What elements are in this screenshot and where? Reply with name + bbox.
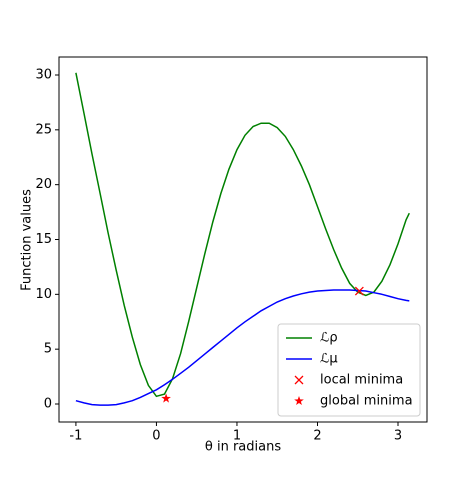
y-tick-label: 0 (44, 397, 52, 412)
legend-label: ℒρ (320, 331, 338, 346)
marker-x (354, 286, 364, 296)
x-tick-label: 0 (152, 429, 160, 444)
legend-swatch (294, 375, 304, 385)
x-tick-label: 3 (394, 429, 402, 444)
x-tick-label: 2 (313, 429, 321, 444)
legend-label: ℒμ (320, 352, 338, 367)
plot-frame (58, 56, 428, 423)
y-tick-label: 20 (35, 177, 52, 192)
y-tick-label: 25 (35, 122, 52, 137)
series-line (75, 289, 410, 406)
y-tick-label: 15 (35, 232, 52, 247)
x-tick-label: 1 (233, 429, 241, 444)
marker-star (161, 393, 171, 403)
y-tick-label: 30 (35, 67, 52, 82)
legend-swatch (294, 396, 304, 405)
legend-box (277, 323, 421, 417)
legend-label: local minima (320, 373, 403, 388)
y-tick-label: 5 (44, 342, 52, 357)
y-tick-label: 10 (35, 287, 52, 302)
x-axis-label: θ in radians (205, 440, 281, 455)
x-tick-label: -1 (69, 429, 82, 444)
legend-label: global minima (320, 394, 413, 409)
y-axis-label: Function values (20, 189, 35, 291)
